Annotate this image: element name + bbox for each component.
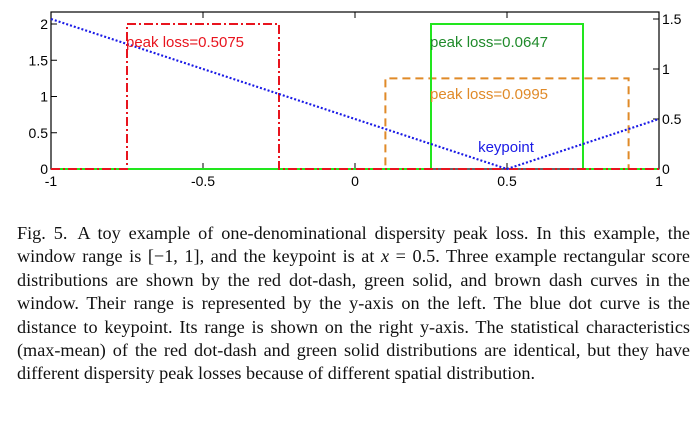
x-tick-label: -0.5 [191, 173, 215, 189]
y-right-tick-label: 0 [662, 161, 670, 177]
series-red-dot-dash-distribution [51, 23, 659, 170]
series-brown-dash-distribution [51, 77, 659, 170]
y-right-tick-label: 0.5 [662, 111, 682, 127]
y-right-tick-label: 1 [662, 61, 670, 77]
annotation-label: peak loss=0.5075 [126, 34, 244, 51]
x-tick-label: -1 [45, 173, 58, 189]
figure-chart: -1 -0.5 0 0.5 1 0 0.5 1 1.5 2 0 0.5 1 1.5 peak loss=0.… [0, 0, 700, 200]
x-tick-label: 1 [655, 173, 663, 189]
annotation-label: peak loss=0.0995 [430, 86, 548, 103]
x-tick-label: 0 [351, 173, 359, 189]
annotation-label: peak loss=0.0647 [430, 34, 548, 51]
y-right-tick-label: 1.5 [662, 11, 682, 27]
x-tick-label: 0.5 [497, 173, 517, 189]
y-left-tick-label: 1 [40, 89, 48, 105]
figure-caption: Fig. 5. A toy example of one-denomination… [17, 222, 690, 386]
y-left-tick-label: 0.5 [29, 125, 49, 141]
annotation-label: keypoint [478, 139, 535, 156]
caption-text-2: = 0.5. Three example rectangular score d… [17, 246, 690, 384]
caption-math-var: x [381, 246, 390, 267]
figure-label: Fig. 5. [17, 223, 68, 243]
series-distance-to-keypoint [50, 17, 660, 171]
y-left-tick-label: 0 [40, 161, 48, 177]
y-left-tick-label: 2 [40, 16, 48, 32]
y-left-tick-label: 1.5 [29, 52, 49, 68]
caption-text-1: A toy example of one-denominational disp… [17, 223, 690, 267]
